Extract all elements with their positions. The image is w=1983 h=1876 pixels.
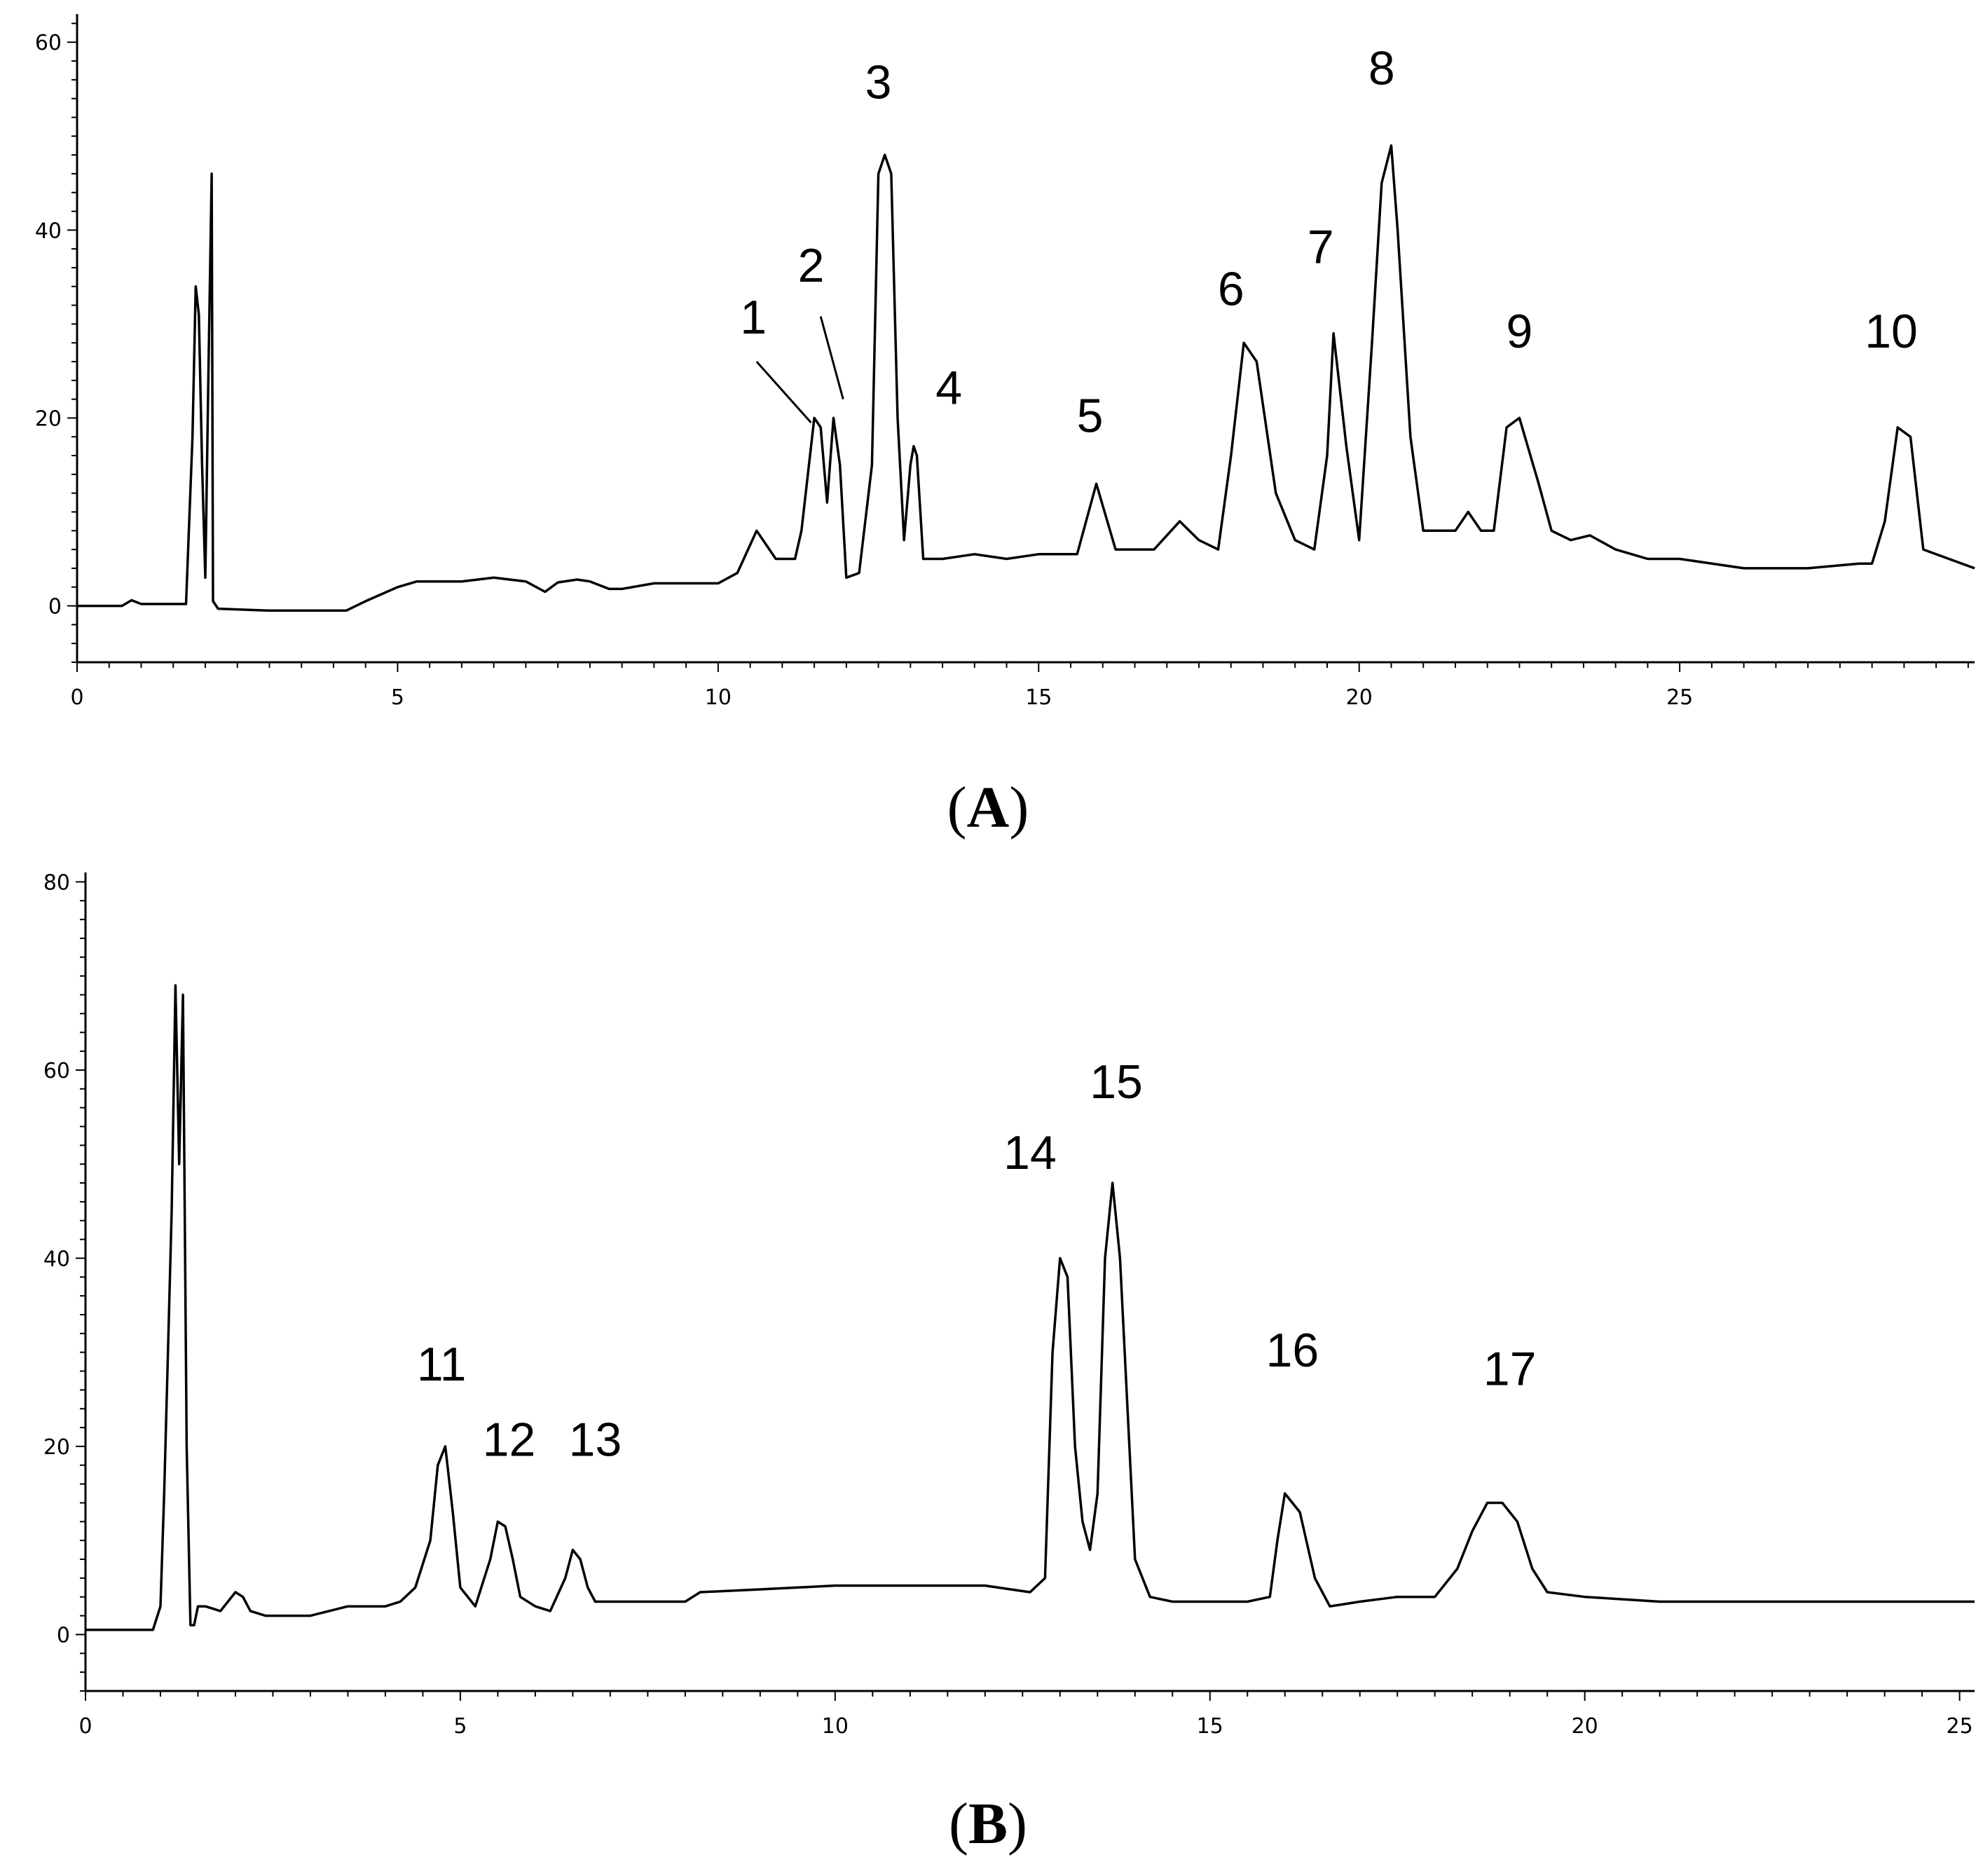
panel-b-peak-label: 11 <box>417 1338 467 1391</box>
panel-a-x-tick-label: 10 <box>705 685 732 710</box>
panel-a-peak-label: 8 <box>1368 42 1395 95</box>
panel-b-letter: B <box>968 1791 1008 1856</box>
panel-a-trace <box>77 144 1975 612</box>
panel-b-x-tick-label: 15 <box>1197 1714 1223 1739</box>
panel-b-peak-label: 17 <box>1483 1343 1537 1396</box>
panel-a-leader-line <box>819 316 844 400</box>
panel-a-peak-label: 2 <box>798 239 825 292</box>
panel-a-peak-label: 1 <box>740 291 767 344</box>
panel-a-y-tick-label: 20 <box>35 406 62 431</box>
panel-b-label: (B) <box>949 1791 1027 1856</box>
panel-a-marks: 12 3 4 5 6 7 8 9 10 <box>77 42 1975 612</box>
panel-a-letter: A <box>967 775 1010 840</box>
panel-a-y-tick-label: 0 <box>48 595 62 619</box>
panel-a-x-tick-label: 0 <box>70 685 83 710</box>
panel-a-label: (A) <box>947 775 1029 840</box>
panel-b-peak-label: 12 <box>483 1413 536 1466</box>
panel-b-peak-label: 16 <box>1266 1324 1319 1377</box>
panel-b-y-tick-label: 80 <box>43 870 70 895</box>
panel-a-x-tick-label: 15 <box>1025 685 1052 710</box>
panel-a-peak-label: 10 <box>1865 305 1918 358</box>
panel-a-y-tick-label: 40 <box>35 219 62 243</box>
panel-b-marks: 11 12 13 14 15 16 17 <box>85 984 1975 1631</box>
panel-a-peak-label: 3 <box>865 56 892 109</box>
panel-b-peak-label: 13 <box>569 1413 622 1466</box>
panel-a-y-tick-label: 60 <box>35 31 62 55</box>
panel-a-x-tick-label: 5 <box>391 685 404 710</box>
panel-b-x-tick-label: 25 <box>1947 1714 1973 1739</box>
chromatogram-panel-b: 0 5 10 15 20 25 0 20 40 60 80 11 12 13 14 15 16 17 (B) <box>43 870 1975 1856</box>
chromatogram-panel-a: 0 5 10 15 20 25 0 20 40 60 12 3 4 5 6 7 8 9 10 (A) <box>35 14 1975 840</box>
panel-a-peak-label: 9 <box>1507 305 1533 358</box>
panel-a-x-tick-label: 25 <box>1666 685 1693 710</box>
panel-b-y-tick-label: 0 <box>57 1623 70 1648</box>
panel-b-axes: 0 5 10 15 20 25 0 20 40 60 80 <box>43 870 1975 1739</box>
panel-b-y-tick-label: 60 <box>43 1059 70 1083</box>
panel-a-peak-label: 7 <box>1308 220 1334 273</box>
panel-a-x-tick-label: 20 <box>1346 685 1373 710</box>
panel-b-x-tick-label: 20 <box>1572 1714 1598 1739</box>
panel-b-y-tick-label: 20 <box>43 1435 70 1460</box>
panel-b-x-tick-label: 10 <box>822 1714 849 1739</box>
panel-b-y-tick-label: 40 <box>43 1247 70 1271</box>
panel-b-peak-label: 14 <box>1003 1126 1057 1179</box>
panel-b-x-tick-label: 0 <box>78 1714 92 1739</box>
panel-a-peak-label: 5 <box>1077 390 1104 443</box>
panel-a-leader-line <box>755 361 812 424</box>
panel-b-trace <box>85 984 1975 1631</box>
panel-a-peak-label: 6 <box>1218 263 1244 316</box>
panel-a-peak-label: 4 <box>935 361 962 414</box>
panel-b-x-tick-label: 5 <box>453 1714 467 1739</box>
panel-b-peak-label: 15 <box>1090 1055 1143 1109</box>
